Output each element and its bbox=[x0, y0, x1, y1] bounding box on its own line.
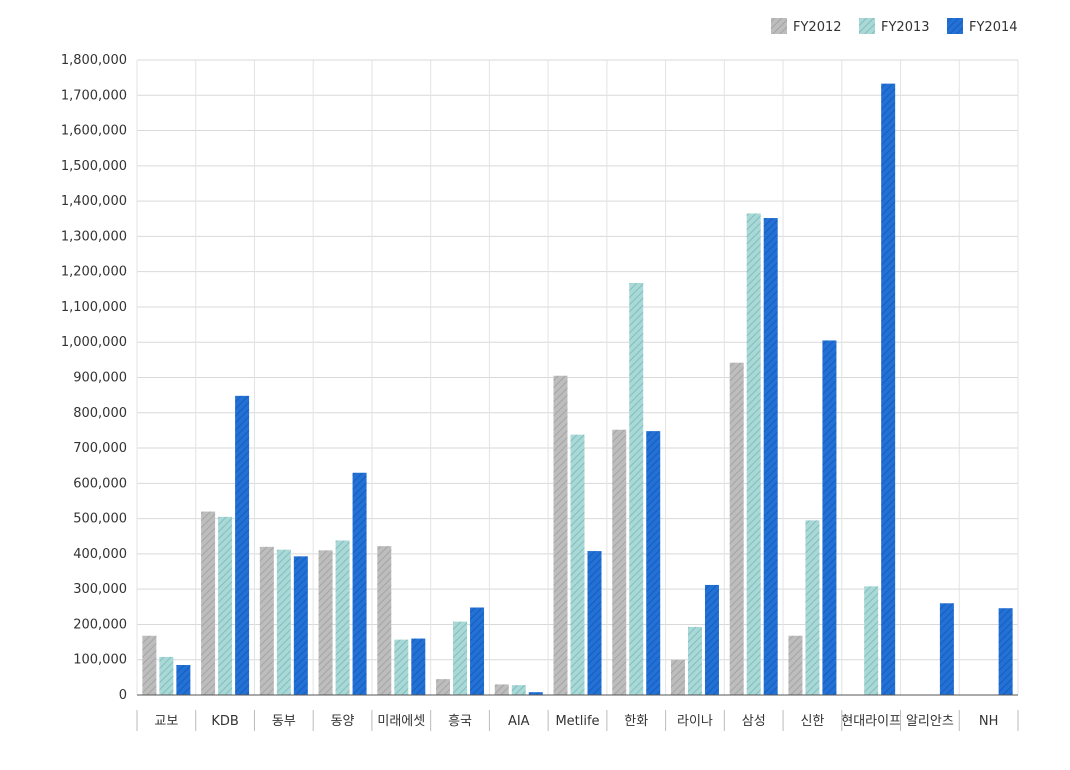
bar-fy2013-4 bbox=[394, 639, 409, 695]
x-tick-label: 라이나 bbox=[677, 714, 713, 729]
x-tick-label: 미래에셋 bbox=[377, 714, 425, 729]
y-tick-label: 1,000,000 bbox=[61, 335, 127, 350]
y-tick-label: 100,000 bbox=[73, 653, 127, 668]
y-tick-labels: 0 100,000 200,000 300,000 400,000 500,000 600,… bbox=[61, 53, 127, 703]
bar-fy2014-4 bbox=[411, 638, 426, 695]
bar-fy2014-13 bbox=[939, 603, 954, 695]
y-tick-label: 1,300,000 bbox=[61, 229, 127, 244]
x-tick-label: 동부 bbox=[272, 714, 296, 729]
bars bbox=[142, 83, 1013, 696]
y-tick-label: 800,000 bbox=[73, 406, 127, 421]
legend-swatch-fy2013 bbox=[859, 18, 875, 34]
x-tick-label: 현대라이프 bbox=[841, 714, 901, 729]
bar-fy2014-7 bbox=[587, 551, 602, 695]
x-tick-label: 알리안츠 bbox=[906, 714, 954, 729]
bar-fy2012-6 bbox=[494, 684, 509, 695]
bar-fy2014-6 bbox=[528, 692, 543, 695]
bar-fy2014-3 bbox=[352, 472, 367, 695]
y-tick-label: 1,800,000 bbox=[61, 53, 127, 68]
y-tick-label: 1,700,000 bbox=[61, 88, 127, 103]
legend-label-fy2014: FY2014 bbox=[969, 20, 1018, 35]
bar-fy2013-10 bbox=[746, 213, 761, 696]
bar-fy2012-4 bbox=[377, 546, 392, 695]
legend: FY2012 FY2013 FY2014 bbox=[771, 18, 1018, 35]
x-tick-label: 교보 bbox=[154, 714, 178, 729]
y-tick-label: 1,200,000 bbox=[61, 265, 127, 280]
legend-label-fy2012: FY2012 bbox=[793, 20, 842, 35]
y-tick-label: 700,000 bbox=[73, 441, 127, 456]
bar-fy2014-10 bbox=[763, 218, 778, 696]
x-tick-label: 한화 bbox=[624, 714, 648, 729]
bar-fy2012-3 bbox=[318, 550, 333, 695]
bar-fy2014-2 bbox=[293, 556, 308, 695]
x-tick-label: Metlife bbox=[555, 714, 599, 729]
y-tick-label: 400,000 bbox=[73, 547, 127, 562]
grid-lines bbox=[136, 59, 1019, 695]
y-tick-label: 300,000 bbox=[73, 582, 127, 597]
x-tick-label: KDB bbox=[211, 714, 238, 729]
bar-fy2012-1 bbox=[201, 511, 216, 695]
y-tick-label: 1,400,000 bbox=[61, 194, 127, 209]
y-tick-label: 1,600,000 bbox=[61, 124, 127, 139]
bar-fy2012-8 bbox=[612, 429, 627, 695]
bar-fy2012-10 bbox=[729, 362, 744, 695]
bar-fy2012-2 bbox=[259, 546, 274, 695]
y-tick-label: 1,500,000 bbox=[61, 159, 127, 174]
bar-fy2014-0 bbox=[176, 665, 191, 695]
bar-fy2014-1 bbox=[235, 395, 250, 695]
bar-fy2013-9 bbox=[687, 626, 702, 695]
bar-fy2014-11 bbox=[822, 340, 837, 695]
x-tick-label: NH bbox=[979, 714, 999, 729]
bar-fy2014-9 bbox=[704, 584, 719, 695]
bar-fy2012-0 bbox=[142, 635, 157, 695]
bar-fy2013-7 bbox=[570, 434, 585, 695]
bar-fy2013-2 bbox=[276, 549, 291, 695]
y-tick-label: 900,000 bbox=[73, 371, 127, 386]
bar-fy2013-0 bbox=[159, 656, 174, 695]
bar-fy2013-1 bbox=[218, 516, 233, 695]
y-tick-label: 1,100,000 bbox=[61, 300, 127, 315]
y-tick-label: 600,000 bbox=[73, 476, 127, 491]
bar-fy2013-8 bbox=[629, 282, 644, 695]
bar-fy2013-6 bbox=[511, 685, 526, 695]
y-tick-label: 500,000 bbox=[73, 512, 127, 527]
bar-fy2013-11 bbox=[805, 520, 820, 695]
x-tick-labels: 교보 KDB 동부 동양 미래에셋 흥국 AIA Metlife 한화 라이나 삼성 신한 현대라이프 알… bbox=[136, 710, 1019, 731]
legend-label-fy2013: FY2013 bbox=[881, 20, 930, 35]
bar-fy2014-12 bbox=[881, 83, 896, 695]
y-tick-label: 200,000 bbox=[73, 617, 127, 632]
x-tick-label: 동양 bbox=[331, 714, 355, 729]
bar-fy2012-11 bbox=[788, 635, 803, 695]
x-tick-label: 삼성 bbox=[742, 714, 766, 729]
legend-swatch-fy2014 bbox=[947, 18, 963, 34]
legend-swatch-fy2012 bbox=[771, 18, 787, 34]
x-tick-label: AIA bbox=[508, 714, 530, 729]
bar-fy2013-12 bbox=[864, 586, 879, 695]
bar-fy2013-3 bbox=[335, 540, 350, 695]
bar-fy2014-5 bbox=[470, 607, 485, 695]
bar-fy2013-5 bbox=[453, 621, 468, 695]
bar-fy2012-9 bbox=[670, 659, 685, 695]
y-tick-label: 0 bbox=[119, 688, 127, 703]
bar-fy2012-7 bbox=[553, 375, 568, 695]
bar-fy2014-8 bbox=[646, 431, 661, 695]
x-tick-label: 흥국 bbox=[448, 714, 472, 729]
x-tick-label: 신한 bbox=[800, 714, 824, 729]
bar-fy2012-5 bbox=[436, 679, 451, 695]
bar-fy2014-14 bbox=[998, 608, 1013, 695]
